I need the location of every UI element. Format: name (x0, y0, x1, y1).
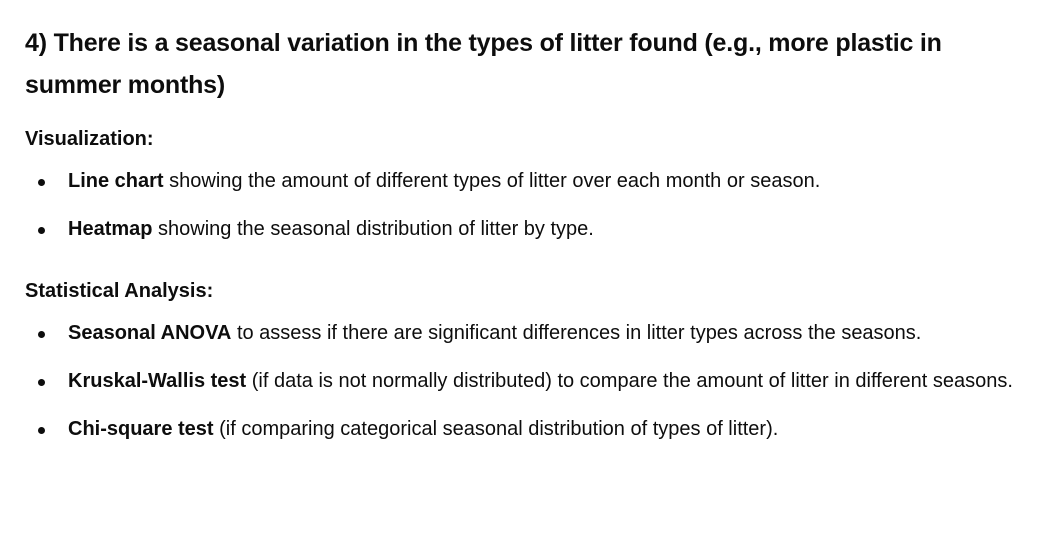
item-term: Chi-square test (68, 418, 214, 440)
list-item: Chi-square test (if comparing categorica… (25, 411, 1035, 448)
bullet-icon (38, 331, 45, 338)
statistical-analysis-heading: Statistical Analysis: (25, 280, 214, 302)
list-item: Line chart showing the amount of differe… (25, 163, 1035, 200)
bullet-icon (38, 179, 45, 186)
item-text: to assess if there are significant diffe… (231, 322, 922, 344)
statistical-analysis-list: Seasonal ANOVA to assess if there are si… (25, 315, 1035, 448)
bullet-icon (38, 227, 45, 234)
item-text: showing the seasonal distribution of lit… (152, 218, 594, 240)
visualization-list: Line chart showing the amount of differe… (25, 163, 1035, 248)
section-title: 4) There is a seasonal variation in the … (25, 29, 942, 99)
item-text: showing the amount of different types of… (163, 170, 821, 192)
bullet-icon (38, 427, 45, 434)
list-item: Kruskal-Wallis test (if data is not norm… (25, 363, 1035, 400)
list-item: Seasonal ANOVA to assess if there are si… (25, 315, 1035, 352)
item-term: Line chart (68, 170, 164, 192)
list-item: Heatmap showing the seasonal distributio… (25, 211, 1035, 248)
bullet-icon (38, 379, 45, 386)
item-term: Seasonal ANOVA (68, 322, 232, 344)
item-term: Kruskal-Wallis test (68, 370, 247, 392)
item-text: (if data is not normally distributed) to… (246, 370, 1013, 392)
item-text: (if comparing categorical seasonal distr… (213, 418, 779, 440)
item-term: Heatmap (68, 218, 153, 240)
visualization-heading: Visualization: (25, 128, 154, 150)
document-body: 4) There is a seasonal variation in the … (25, 29, 1035, 448)
